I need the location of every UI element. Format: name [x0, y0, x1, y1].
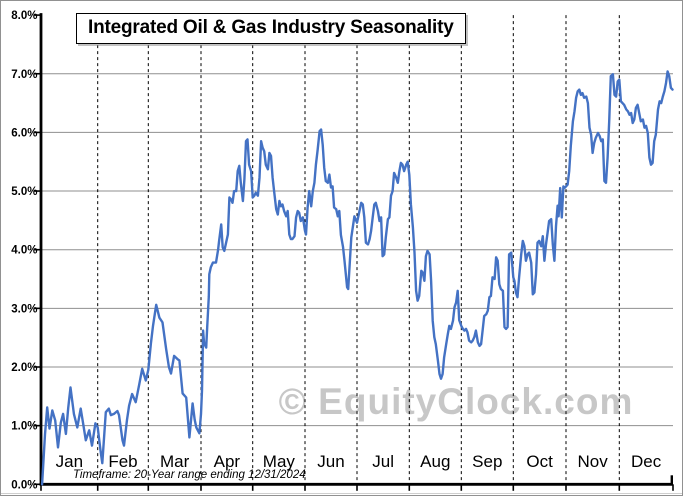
x-axis-labels: Jan Feb Mar Apr May Jun Jul Aug Sep Oct Nov Dec	[56, 452, 662, 471]
axes	[34, 13, 674, 491]
month-label: Dec	[631, 452, 662, 471]
y-axis-label: 2.0%	[11, 362, 37, 374]
chart-title-box: Integrated Oil & Gas Industry Seasonalit…	[76, 13, 466, 44]
y-axis-label: 5.0%	[11, 186, 37, 198]
y-axis-label: 7.0%	[11, 69, 37, 81]
seasonality-line	[40, 70, 674, 486]
month-label: Oct	[526, 452, 553, 471]
chart-title: Integrated Oil & Gas Industry Seasonalit…	[88, 17, 454, 38]
y-axis-label: 6.0%	[11, 127, 37, 139]
month-label: Mar	[160, 452, 190, 471]
y-axis-label: 8.0%	[11, 10, 37, 22]
month-label: Aug	[420, 452, 450, 471]
month-label: Apr	[214, 452, 241, 471]
y-axis-label: 3.0%	[11, 303, 37, 315]
month-label: May	[263, 452, 296, 471]
timeframe-note: Timeframe: 20-Year range ending 12/31/20…	[73, 469, 306, 481]
month-label: Jan	[56, 452, 83, 471]
horizontal-gridlines	[41, 73, 673, 427]
equityclock-watermark: © EquityClock.com	[278, 381, 634, 422]
y-axis-label: 1.0%	[11, 421, 37, 433]
month-label: Jun	[317, 452, 344, 471]
month-label: Nov	[578, 452, 609, 471]
month-label: Sep	[472, 452, 502, 471]
month-label: Jul	[372, 452, 394, 471]
month-label: Feb	[108, 452, 137, 471]
y-axis-label: 0.0%	[11, 479, 37, 491]
y-axis-labels: 8.0% 7.0% 6.0% 5.0% 4.0% 3.0% 2.0% 1.0% 0.0%	[11, 10, 37, 491]
y-axis-label: 4.0%	[11, 245, 37, 257]
